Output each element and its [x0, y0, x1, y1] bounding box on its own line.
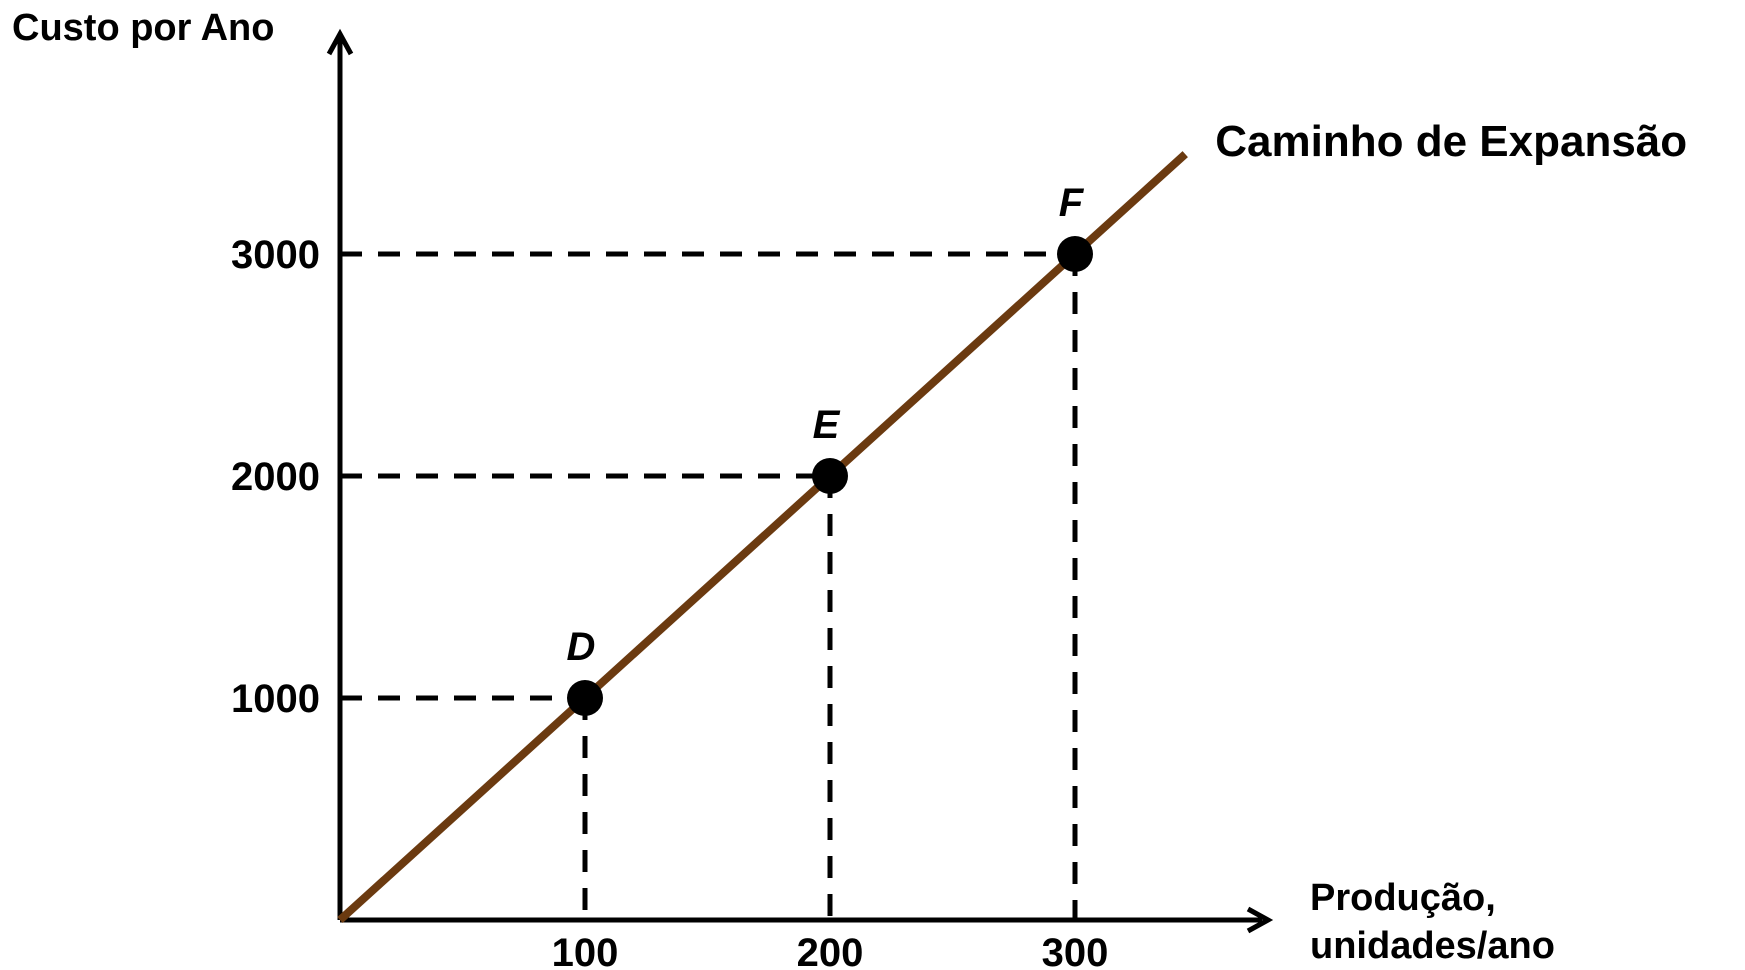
y-tick-label-3000: 3000 [231, 233, 320, 277]
point-label-D: D [567, 625, 596, 669]
series-label: Caminho de Expansão [1215, 117, 1687, 166]
data-point-F [1057, 236, 1093, 272]
y-axis-arrowhead [326, 28, 354, 56]
point-label-E: E [813, 403, 841, 447]
data-point-D [567, 680, 603, 716]
axes [326, 28, 1274, 934]
x-axis-title-line-2: unidades/ano [1310, 925, 1555, 967]
data-point-E [812, 458, 848, 494]
series-line-expansion-path [337, 151, 1188, 923]
y-tick-label-1000: 1000 [231, 677, 320, 721]
x-tick-label-100: 100 [552, 931, 619, 970]
x-tick-label-200: 200 [797, 931, 864, 970]
x-tick-label-300: 300 [1042, 931, 1109, 970]
point-label-F: F [1059, 181, 1085, 225]
dashed-guide-lines [340, 251, 1078, 920]
y-tick-label-2000: 2000 [231, 455, 320, 499]
x-axis-arrowhead [1246, 906, 1274, 934]
x-axis-title: Produção, unidades/ano [1310, 877, 1555, 967]
series-layer [337, 151, 1188, 923]
chart-labels: Custo por Ano Produção, unidades/ano 100… [12, 7, 1687, 970]
data-points [567, 236, 1093, 716]
y-axis-title: Custo por Ano [12, 7, 274, 49]
x-axis-title-line-1: Produção, [1310, 877, 1496, 919]
